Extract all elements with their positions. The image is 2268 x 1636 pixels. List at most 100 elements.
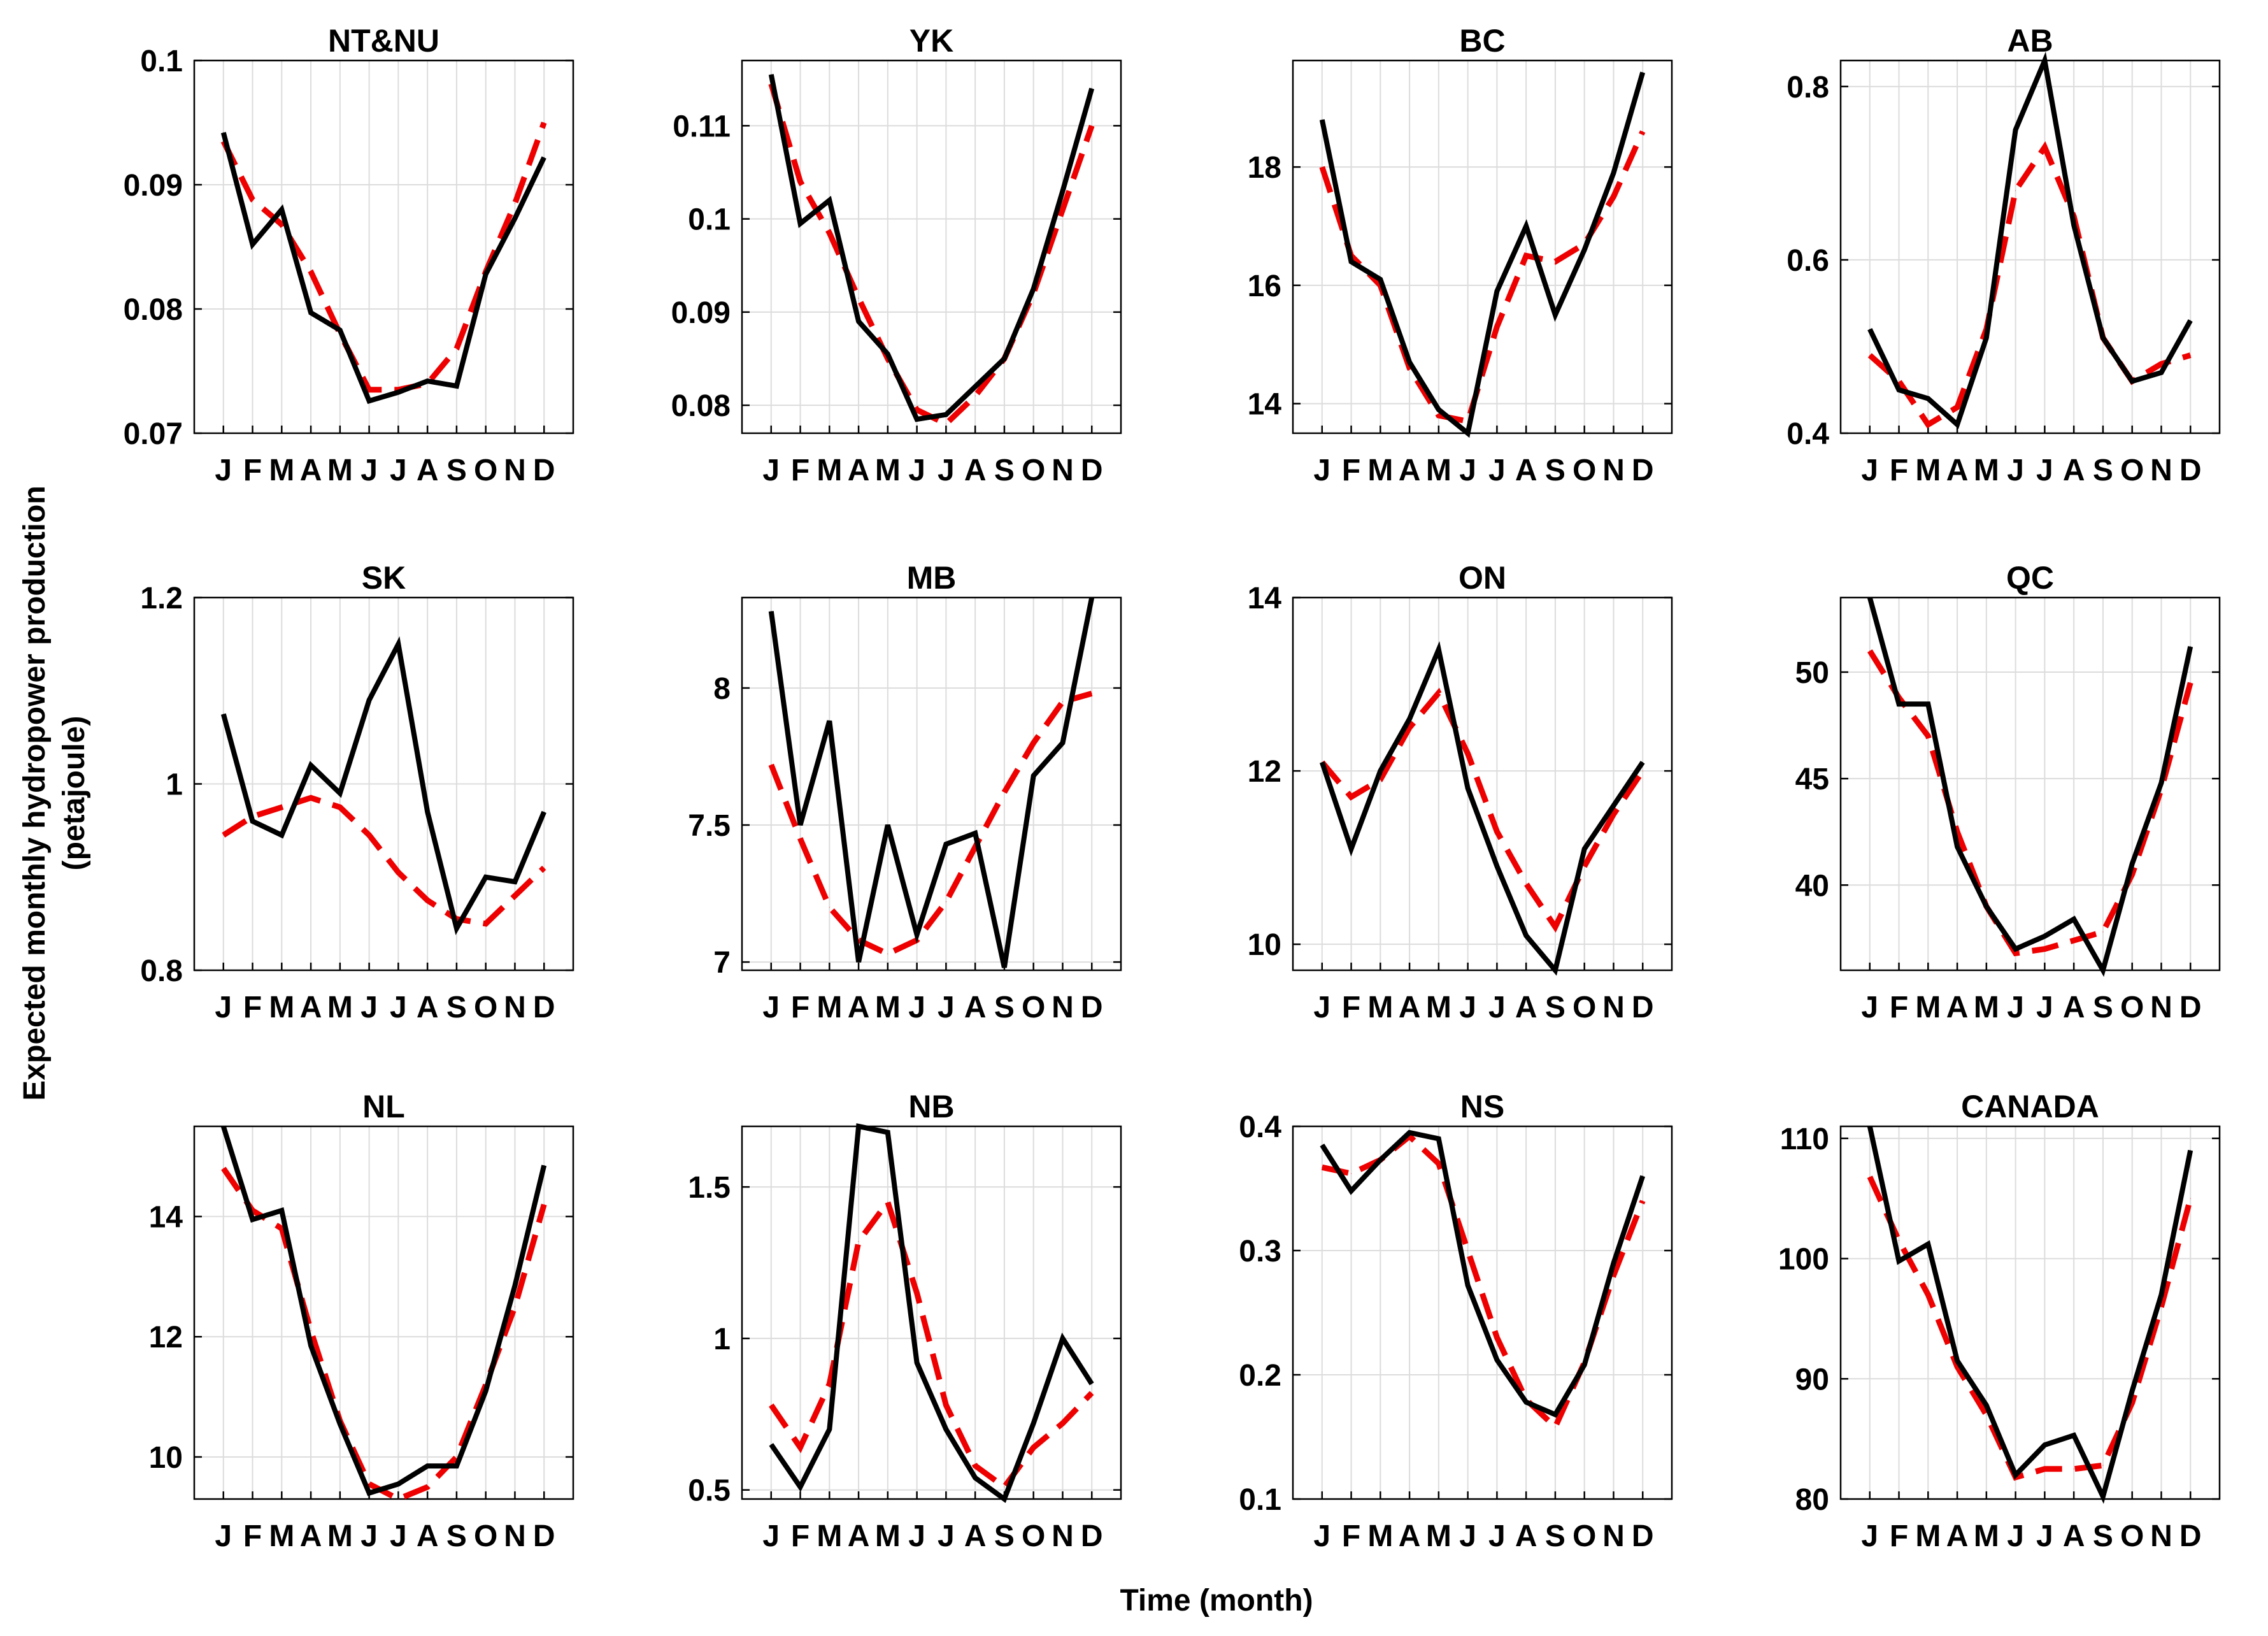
data-point-observed <box>485 273 487 275</box>
data-point-observed <box>2015 129 2016 131</box>
panel-sk: 0.811.2J F M A M J J A S O N DSK <box>140 560 574 1024</box>
data-point-model <box>800 1447 801 1448</box>
data-point-observed <box>1380 1159 1381 1161</box>
data-point-observed <box>916 419 918 420</box>
data-point-model <box>1613 814 1614 815</box>
y-tick-label: 0.6 <box>1787 244 1829 278</box>
y-tick-label: 45 <box>1795 763 1829 796</box>
data-point-observed <box>223 1126 224 1127</box>
data-point-observed <box>800 824 801 826</box>
y-tick-label: 50 <box>1795 656 1829 690</box>
panel-nb: 0.511.5J F M A M J J A S O N DNB <box>688 1089 1122 1553</box>
y-tick-label: 0.09 <box>671 296 731 330</box>
x-tick-label: J <box>2007 991 2024 1024</box>
x-tick-label: N <box>504 1519 526 1553</box>
data-point-model <box>2044 1468 2045 1470</box>
panel-title: NB <box>908 1089 954 1124</box>
x-tick-label: O <box>474 1519 497 1553</box>
y-tick-label: 0.8 <box>140 954 183 988</box>
data-point-observed <box>252 821 253 822</box>
x-tick-label: A <box>300 1519 322 1553</box>
x-tick-label: J <box>2036 991 2053 1024</box>
y-tick-label: 0.5 <box>688 1474 731 1508</box>
x-tick-label: F <box>1342 991 1360 1024</box>
y-tick-label: 110 <box>1780 1123 1829 1156</box>
y-tick-label: 80 <box>1795 1483 1829 1517</box>
x-tick-label: F <box>791 454 809 487</box>
data-point-observed <box>1438 1138 1439 1139</box>
x-tick-label: D <box>533 991 555 1024</box>
y-tick-label: 40 <box>1795 869 1829 903</box>
y-tick-label: 18 <box>1248 151 1281 185</box>
x-tick-label: A <box>848 1519 870 1553</box>
x-tick-label: F <box>1342 1519 1360 1553</box>
data-point-observed <box>397 643 399 645</box>
panel-yk: 0.080.090.10.11J F M A M J J A S O N DYK <box>671 23 1122 487</box>
data-point-model <box>543 1204 545 1205</box>
data-point-model <box>1927 424 1929 425</box>
x-tick-label: M <box>269 454 294 487</box>
x-tick-label: N <box>1602 454 1625 487</box>
x-tick-label: A <box>964 991 987 1024</box>
data-point-model <box>1957 406 1958 408</box>
x-tick-label: J <box>390 991 407 1024</box>
data-point-model <box>829 907 830 908</box>
panel-title: ON <box>1459 560 1506 596</box>
x-tick-label: S <box>446 991 467 1024</box>
x-tick-label: A <box>1946 454 1969 487</box>
data-point-observed <box>2160 782 2162 784</box>
x-tick-label: J <box>1488 1519 1506 1553</box>
x-tick-label: M <box>875 991 901 1024</box>
data-point-observed <box>456 928 457 929</box>
x-tick-label: A <box>417 991 439 1024</box>
x-tick-label: F <box>1890 454 1908 487</box>
data-point-model <box>1438 692 1439 694</box>
data-point-model <box>339 807 341 808</box>
data-point-observed <box>974 386 976 387</box>
x-tick-label: J <box>908 991 925 1024</box>
y-tick-label: 0.2 <box>1239 1359 1281 1393</box>
x-tick-label: F <box>791 1519 809 1553</box>
x-tick-label: O <box>2120 454 2144 487</box>
x-tick-label: J <box>1459 991 1476 1024</box>
y-tick-label: 7.5 <box>688 809 731 843</box>
data-point-model <box>397 872 399 873</box>
x-tick-label: J <box>1313 454 1330 487</box>
x-tick-label: S <box>1545 991 1565 1024</box>
x-tick-label: M <box>1426 991 1451 1024</box>
y-tick-label: 0.08 <box>671 389 731 423</box>
x-tick-label: A <box>2063 454 2085 487</box>
series-line-observed <box>1867 596 2193 977</box>
data-point-observed <box>1613 805 1614 807</box>
data-point-model <box>1438 1163 1439 1164</box>
x-tick-label: F <box>791 991 809 1024</box>
data-point-observed <box>800 1486 801 1488</box>
x-tick-label: A <box>1515 1519 1537 1553</box>
series-line-observed <box>1319 71 1646 438</box>
x-tick-label: J <box>360 454 378 487</box>
panel-ab: 0.40.60.8J F M A M J J A S O N DAB <box>1787 23 2221 487</box>
data-point-observed <box>1062 190 1063 192</box>
series-line-observed <box>1320 641 1645 976</box>
data-point-model <box>2015 190 2016 191</box>
x-tick-label: M <box>1915 991 1941 1024</box>
x-tick-label: A <box>1399 454 1421 487</box>
y-tick-label: 0.09 <box>124 169 183 203</box>
x-tick-label: J <box>762 454 780 487</box>
data-point-observed <box>1869 1126 1871 1127</box>
y-tick-label: 16 <box>1248 269 1281 303</box>
data-point-model <box>1062 701 1063 702</box>
data-point-observed <box>1351 261 1352 262</box>
y-tick-label: 0.1 <box>140 45 183 78</box>
x-tick-label: J <box>1861 991 1878 1024</box>
series-line-observed <box>220 1125 547 1496</box>
data-point-observed <box>887 824 888 826</box>
x-tick-label: J <box>762 1519 780 1553</box>
data-point-observed <box>800 223 801 224</box>
axes-frame <box>741 1125 1122 1500</box>
y-tick-label: 0.3 <box>1239 1235 1281 1268</box>
data-point-model <box>1033 1447 1034 1448</box>
x-tick-label: S <box>2093 991 2113 1024</box>
series-line-observed <box>220 636 546 935</box>
axes-frame <box>193 59 574 434</box>
